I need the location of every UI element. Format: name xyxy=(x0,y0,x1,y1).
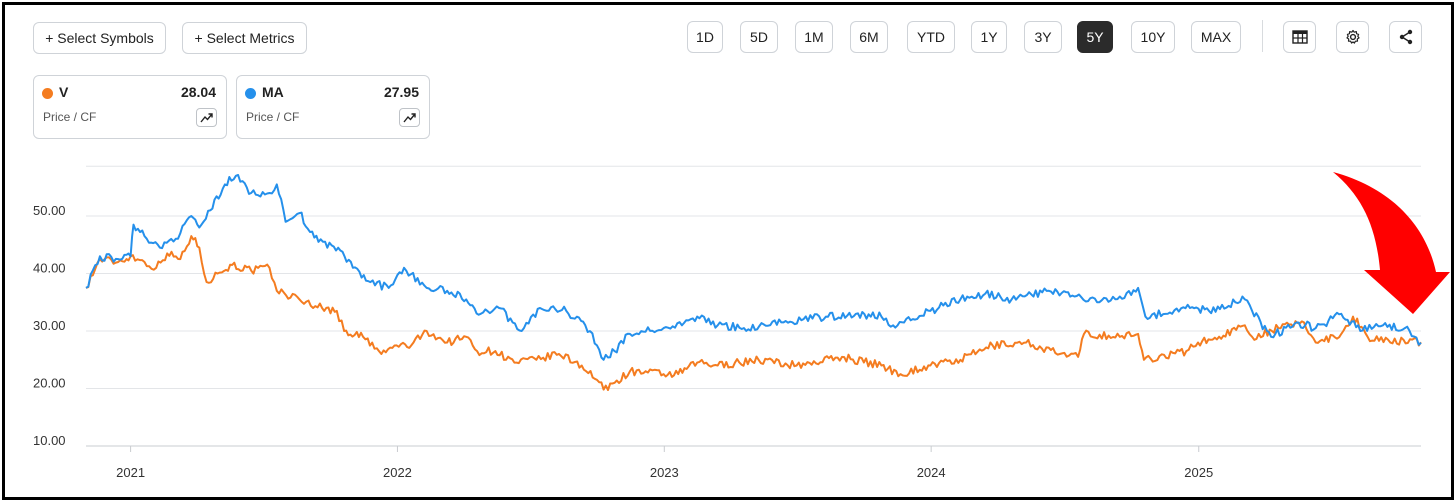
range-button-1y[interactable]: 1Y xyxy=(971,21,1007,53)
gear-icon[interactable] xyxy=(1336,21,1369,53)
range-button-10y[interactable]: 10Y xyxy=(1131,21,1175,53)
series-line-ma xyxy=(85,174,1422,361)
toolbar-divider xyxy=(1262,20,1263,52)
range-button-ytd[interactable]: YTD xyxy=(907,21,955,53)
legend-symbol: MA xyxy=(262,84,284,100)
series-color-dot xyxy=(245,88,256,99)
share-icon[interactable] xyxy=(1389,21,1422,53)
table-icon[interactable] xyxy=(1283,21,1316,53)
y-tick-label: 40.00 xyxy=(33,261,66,276)
select-symbols-button[interactable]: + Select Symbols xyxy=(33,22,166,54)
x-tick-label: 2023 xyxy=(650,465,679,480)
range-button-1d[interactable]: 1D xyxy=(687,21,723,53)
legend-symbol: V xyxy=(59,84,69,100)
series-color-dot xyxy=(42,88,53,99)
legend-value: 27.95 xyxy=(383,84,419,100)
x-tick-label: 2022 xyxy=(383,465,412,480)
trend-icon[interactable] xyxy=(399,108,420,127)
y-tick-label: 20.00 xyxy=(33,376,66,391)
legend-value: 28.04 xyxy=(180,84,216,100)
y-tick-label: 50.00 xyxy=(33,203,66,218)
range-button-5y[interactable]: 5Y xyxy=(1077,21,1113,53)
legend-card-ma[interactable]: MA 27.95 Price / CF xyxy=(236,75,430,139)
trend-icon[interactable] xyxy=(196,108,217,127)
range-button-1m[interactable]: 1M xyxy=(795,21,833,53)
legend-metric: Price / CF xyxy=(246,110,300,124)
range-button-3y[interactable]: 3Y xyxy=(1024,21,1062,53)
red-arrow-annotation xyxy=(1333,172,1450,314)
x-tick-label: 2021 xyxy=(116,465,145,480)
range-button-5d[interactable]: 5D xyxy=(740,21,778,53)
series-line-v xyxy=(85,235,1422,391)
x-tick-label: 2025 xyxy=(1184,465,1213,480)
legend-card-v[interactable]: V 28.04 Price / CF xyxy=(33,75,227,139)
y-tick-label: 30.00 xyxy=(33,318,66,333)
x-tick-label: 2024 xyxy=(917,465,946,480)
range-button-max[interactable]: MAX xyxy=(1191,21,1241,53)
range-button-6m[interactable]: 6M xyxy=(850,21,888,53)
select-metrics-button[interactable]: + Select Metrics xyxy=(182,22,307,54)
legend-metric: Price / CF xyxy=(43,110,97,124)
y-tick-label: 10.00 xyxy=(33,433,66,448)
